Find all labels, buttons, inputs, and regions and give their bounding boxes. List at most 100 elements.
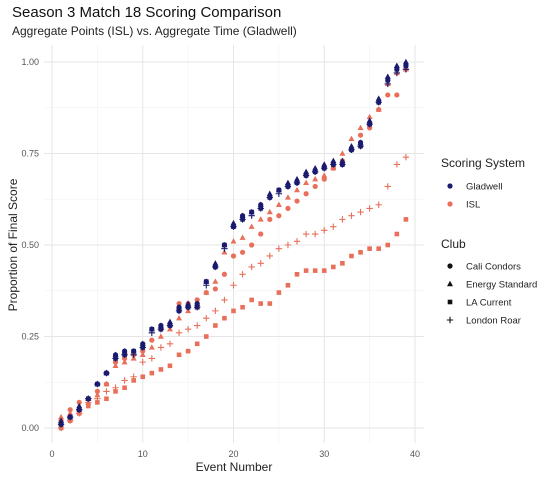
point-gladwell-energy-standard — [384, 73, 391, 79]
legend-key-la-current — [447, 299, 453, 305]
point-isl-la-current — [294, 271, 300, 277]
x-tick-label: 30 — [319, 449, 329, 459]
point-isl-cali-condors — [357, 132, 364, 138]
point-gladwell-energy-standard — [112, 351, 119, 357]
point-isl-la-current — [258, 301, 264, 306]
point-isl-la-current — [403, 217, 409, 222]
point-gladwell-london-roar — [184, 304, 192, 311]
point-isl-la-current — [340, 261, 345, 266]
point-gladwell-energy-standard — [185, 300, 192, 306]
legend-key-cali-condors — [447, 263, 453, 269]
point-isl-la-current — [358, 250, 363, 255]
point-gladwell-energy-standard — [58, 417, 65, 423]
point-isl-london-roar — [339, 216, 346, 223]
point-gladwell-la-current — [131, 348, 136, 354]
point-isl-energy-standard — [112, 362, 119, 368]
grid — [44, 45, 424, 443]
point-isl-london-roar — [330, 223, 337, 230]
y-axis-ticks: 0.00 0.25 0.50 0.75 1.00 — [21, 57, 39, 433]
point-isl-london-roar — [230, 282, 237, 289]
x-tick-label: 10 — [138, 449, 148, 459]
legend-label-la-current: LA Current — [466, 298, 512, 309]
point-isl-la-current — [95, 400, 100, 405]
point-gladwell-london-roar — [384, 80, 391, 88]
point-isl-la-current — [249, 297, 254, 303]
point-isl-london-roar — [175, 329, 183, 337]
point-isl-london-roar — [366, 205, 373, 212]
legend-label-london-roar: London Roar — [466, 316, 521, 327]
point-isl-cali-condors — [67, 407, 73, 413]
point-gladwell-london-roar — [230, 223, 237, 230]
point-isl-la-current — [167, 363, 173, 369]
point-isl-la-current — [176, 352, 182, 358]
point-isl-la-current — [276, 290, 282, 295]
point-gladwell-energy-standard — [330, 157, 337, 164]
point-isl-energy-standard — [339, 150, 346, 156]
point-gladwell-energy-standard — [312, 164, 319, 171]
point-isl-energy-standard — [230, 238, 237, 244]
point-isl-energy-standard — [139, 351, 146, 357]
y-tick-label: 0.25 — [21, 332, 39, 342]
point-isl-cali-condors — [285, 205, 291, 211]
point-isl-cali-condors — [221, 271, 228, 277]
x-tick-label: 40 — [410, 449, 420, 459]
point-isl-la-current — [367, 246, 372, 251]
point-gladwell-london-roar — [194, 304, 201, 311]
point-isl-london-roar — [266, 252, 273, 260]
point-isl-energy-standard — [257, 216, 264, 222]
legend-key-london-roar — [446, 316, 454, 324]
legend-label-gladwell: Gladwell — [466, 182, 502, 193]
point-gladwell-la-current — [385, 78, 391, 83]
point-gladwell-energy-standard — [402, 58, 409, 65]
point-gladwell-london-roar — [94, 380, 101, 388]
point-gladwell-energy-standard — [366, 117, 373, 123]
point-isl-la-current — [203, 334, 209, 339]
point-isl-london-roar — [221, 296, 228, 304]
point-gladwell-energy-standard — [239, 212, 246, 218]
point-gladwell-london-roar — [348, 146, 355, 154]
point-isl-cali-condors — [122, 355, 128, 362]
point-gladwell-energy-standard — [139, 340, 146, 347]
point-isl-energy-standard — [67, 410, 74, 416]
point-gladwell-la-current — [394, 67, 400, 72]
point-gladwell-la-current — [276, 187, 282, 193]
point-isl-cali-condors — [294, 198, 300, 204]
point-isl-energy-standard — [212, 278, 219, 284]
point-gladwell-energy-standard — [357, 139, 364, 145]
point-isl-la-current — [312, 268, 318, 273]
point-gladwell-energy-standard — [303, 168, 310, 174]
point-isl-london-roar — [348, 212, 355, 219]
point-isl-london-roar — [257, 260, 264, 267]
point-isl-london-roar — [293, 238, 301, 245]
point-isl-energy-standard — [203, 289, 210, 295]
point-isl-la-current — [185, 348, 191, 354]
point-gladwell-london-roar — [121, 351, 128, 358]
point-isl-energy-standard — [348, 135, 355, 142]
point-isl-la-current — [158, 367, 164, 372]
point-gladwell-london-roar — [212, 263, 219, 271]
point-isl-london-roar — [130, 373, 137, 380]
point-isl-energy-standard — [248, 223, 255, 229]
point-isl-la-current — [349, 253, 354, 259]
point-isl-cali-condors — [76, 399, 82, 405]
point-isl-la-current — [194, 341, 200, 347]
point-isl-la-current — [285, 282, 291, 288]
point-isl-cali-condors — [394, 92, 400, 98]
point-isl-la-current — [131, 378, 136, 383]
point-gladwell-london-roar — [402, 66, 410, 73]
point-gladwell-london-roar — [366, 121, 373, 128]
point-gladwell-london-roar — [130, 351, 137, 358]
legend-key-energy-standard — [447, 280, 453, 287]
point-gladwell-la-current — [403, 63, 409, 68]
point-isl-la-current — [321, 268, 327, 273]
point-gladwell-energy-standard — [321, 161, 328, 167]
point-gladwell-london-roar — [284, 183, 292, 190]
point-isl-la-current — [122, 385, 127, 391]
point-isl-cali-condors — [149, 337, 155, 343]
legend-label-cali-condors: Cali Condors — [466, 262, 521, 273]
legend-scoring-system: Scoring System Gladwell ISL — [441, 156, 525, 211]
y-tick-label: 0.50 — [21, 240, 39, 250]
point-gladwell-energy-standard — [157, 322, 164, 328]
point-gladwell-london-roar — [266, 194, 273, 201]
chart-subtitle: Aggregate Points (ISL) vs. Aggregate Tim… — [12, 24, 297, 38]
